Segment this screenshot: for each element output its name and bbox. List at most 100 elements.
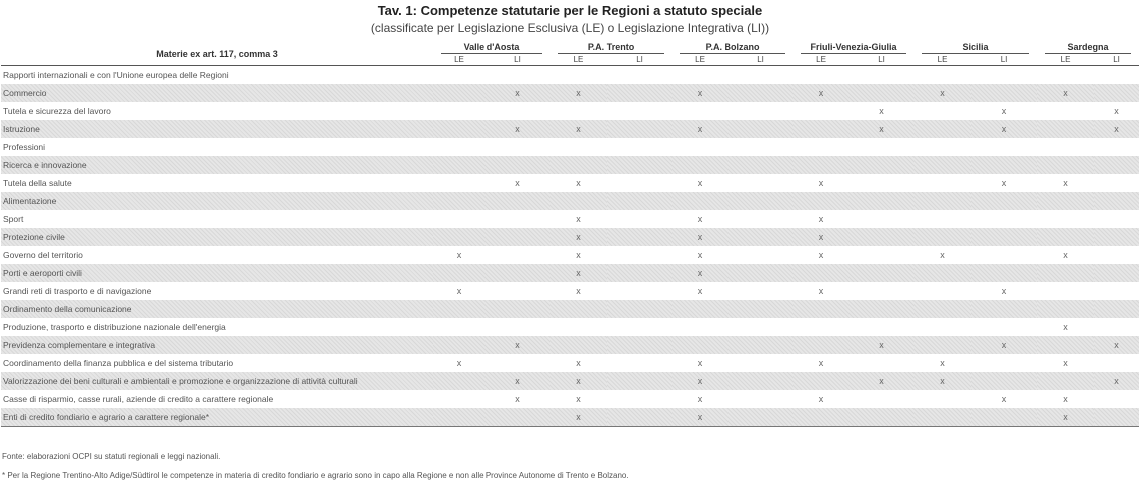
le-cell	[550, 66, 607, 85]
li-cell	[849, 228, 915, 246]
le-cell: x	[818, 178, 824, 188]
li-cell	[849, 246, 914, 264]
le-header: LE	[914, 54, 972, 66]
table-row: Tutela della salute x x x x x x	[1, 174, 1139, 192]
li-cell	[607, 336, 673, 354]
le-cell	[914, 138, 971, 156]
le-cell	[433, 390, 485, 408]
li-cell	[607, 210, 672, 228]
li-cell	[971, 264, 1038, 282]
li-cell	[728, 228, 794, 246]
le-cell: x	[914, 372, 972, 390]
le-cell: x	[818, 214, 824, 224]
le-cell	[550, 192, 608, 210]
materie-header: Materie ex art. 117, comma 3	[1, 42, 433, 66]
le-cell: x	[550, 408, 608, 427]
materia-label: Valorizzazione dei beni culturali e ambi…	[1, 372, 433, 390]
le-cell	[672, 102, 728, 120]
le-cell	[433, 138, 485, 156]
le-cell	[914, 300, 972, 318]
le-cell	[793, 138, 849, 156]
le-cell	[433, 174, 485, 192]
li-cell	[1094, 408, 1140, 427]
table-row: Coordinamento della finanza pubblica e d…	[1, 354, 1139, 372]
li-cell	[971, 372, 1038, 390]
region-header: Sicilia	[914, 42, 1037, 54]
li-cell: x	[485, 120, 551, 138]
li-cell: x	[1001, 286, 1007, 296]
le-cell	[1037, 228, 1095, 246]
le-cell	[433, 192, 485, 210]
li-cell	[1094, 354, 1139, 372]
le-cell	[672, 336, 729, 354]
materia-label: Professioni	[3, 142, 46, 152]
le-cell: x	[672, 408, 729, 427]
le-cell: x	[1037, 408, 1095, 427]
li-cell	[1094, 282, 1139, 300]
le-cell	[433, 84, 485, 102]
li-cell	[728, 120, 794, 138]
li-cell	[728, 354, 793, 372]
li-cell	[485, 246, 550, 264]
materia-label: Casse di risparmio, casse rurali, aziend…	[3, 394, 274, 404]
li-cell: x	[1094, 120, 1140, 138]
materia-label: Rapporti internazionali e con l'Unione e…	[3, 70, 229, 80]
le-cell	[793, 408, 850, 427]
li-cell	[485, 264, 551, 282]
materia-label: Produzione, trasporto e distribuzione na…	[3, 322, 226, 332]
materia-label: Alimentazione	[1, 192, 433, 210]
li-cell	[1094, 264, 1140, 282]
le-cell	[433, 318, 485, 336]
li-cell: x	[971, 120, 1038, 138]
li-cell: x	[485, 336, 551, 354]
le-cell	[672, 156, 729, 174]
table-subtitle: (classificate per Legislazione Esclusiva…	[370, 21, 770, 35]
le-cell: x	[1063, 394, 1068, 404]
le-cell	[433, 228, 485, 246]
li-cell	[728, 156, 794, 174]
li-cell	[607, 282, 672, 300]
le-cell	[914, 228, 972, 246]
li-cell	[728, 246, 793, 264]
li-cell	[849, 318, 914, 336]
li-cell	[607, 138, 672, 156]
le-cell	[914, 156, 972, 174]
li-header: LI	[971, 54, 1038, 66]
li-cell: x	[1094, 372, 1140, 390]
li-cell	[607, 300, 673, 318]
table-row: Rapporti internazionali e con l'Unione e…	[1, 66, 1139, 85]
table-row: Ordinamento della comunicazione	[1, 300, 1140, 318]
le-cell	[550, 156, 608, 174]
materia-label: Previdenza complementare e integrativa	[1, 336, 433, 354]
li-cell: x	[1001, 106, 1007, 116]
li-cell: x	[485, 372, 551, 390]
materia-label: Sport	[3, 214, 24, 224]
li-cell	[849, 282, 914, 300]
li-cell: x	[485, 84, 551, 102]
table-row: Porti e aeroporti civili x x	[1, 264, 1140, 282]
li-cell	[607, 390, 672, 408]
li-cell	[607, 156, 673, 174]
le-cell: x	[576, 286, 581, 296]
li-cell	[1094, 174, 1139, 192]
le-cell: x	[672, 120, 729, 138]
le-cell	[914, 390, 971, 408]
region-header: Valle d'Aosta	[433, 42, 550, 54]
le-cell: x	[818, 286, 824, 296]
li-cell	[849, 264, 915, 282]
le-cell: x	[793, 228, 850, 246]
li-cell	[607, 318, 672, 336]
region-header: P.A. Bolzano	[672, 42, 793, 54]
le-cell	[1037, 102, 1094, 120]
table-title: Tav. 1: Competenze statutarie per le Reg…	[377, 3, 763, 18]
li-cell	[485, 66, 550, 85]
table-row: Valorizzazione dei beni culturali e ambi…	[1, 372, 1140, 390]
le-cell	[1037, 282, 1094, 300]
le-cell	[793, 120, 850, 138]
li-cell	[971, 228, 1038, 246]
le-cell: x	[818, 250, 824, 260]
region-header: P.A. Trento	[550, 42, 672, 54]
le-cell	[433, 300, 485, 318]
le-cell	[793, 336, 850, 354]
le-cell	[672, 66, 728, 85]
